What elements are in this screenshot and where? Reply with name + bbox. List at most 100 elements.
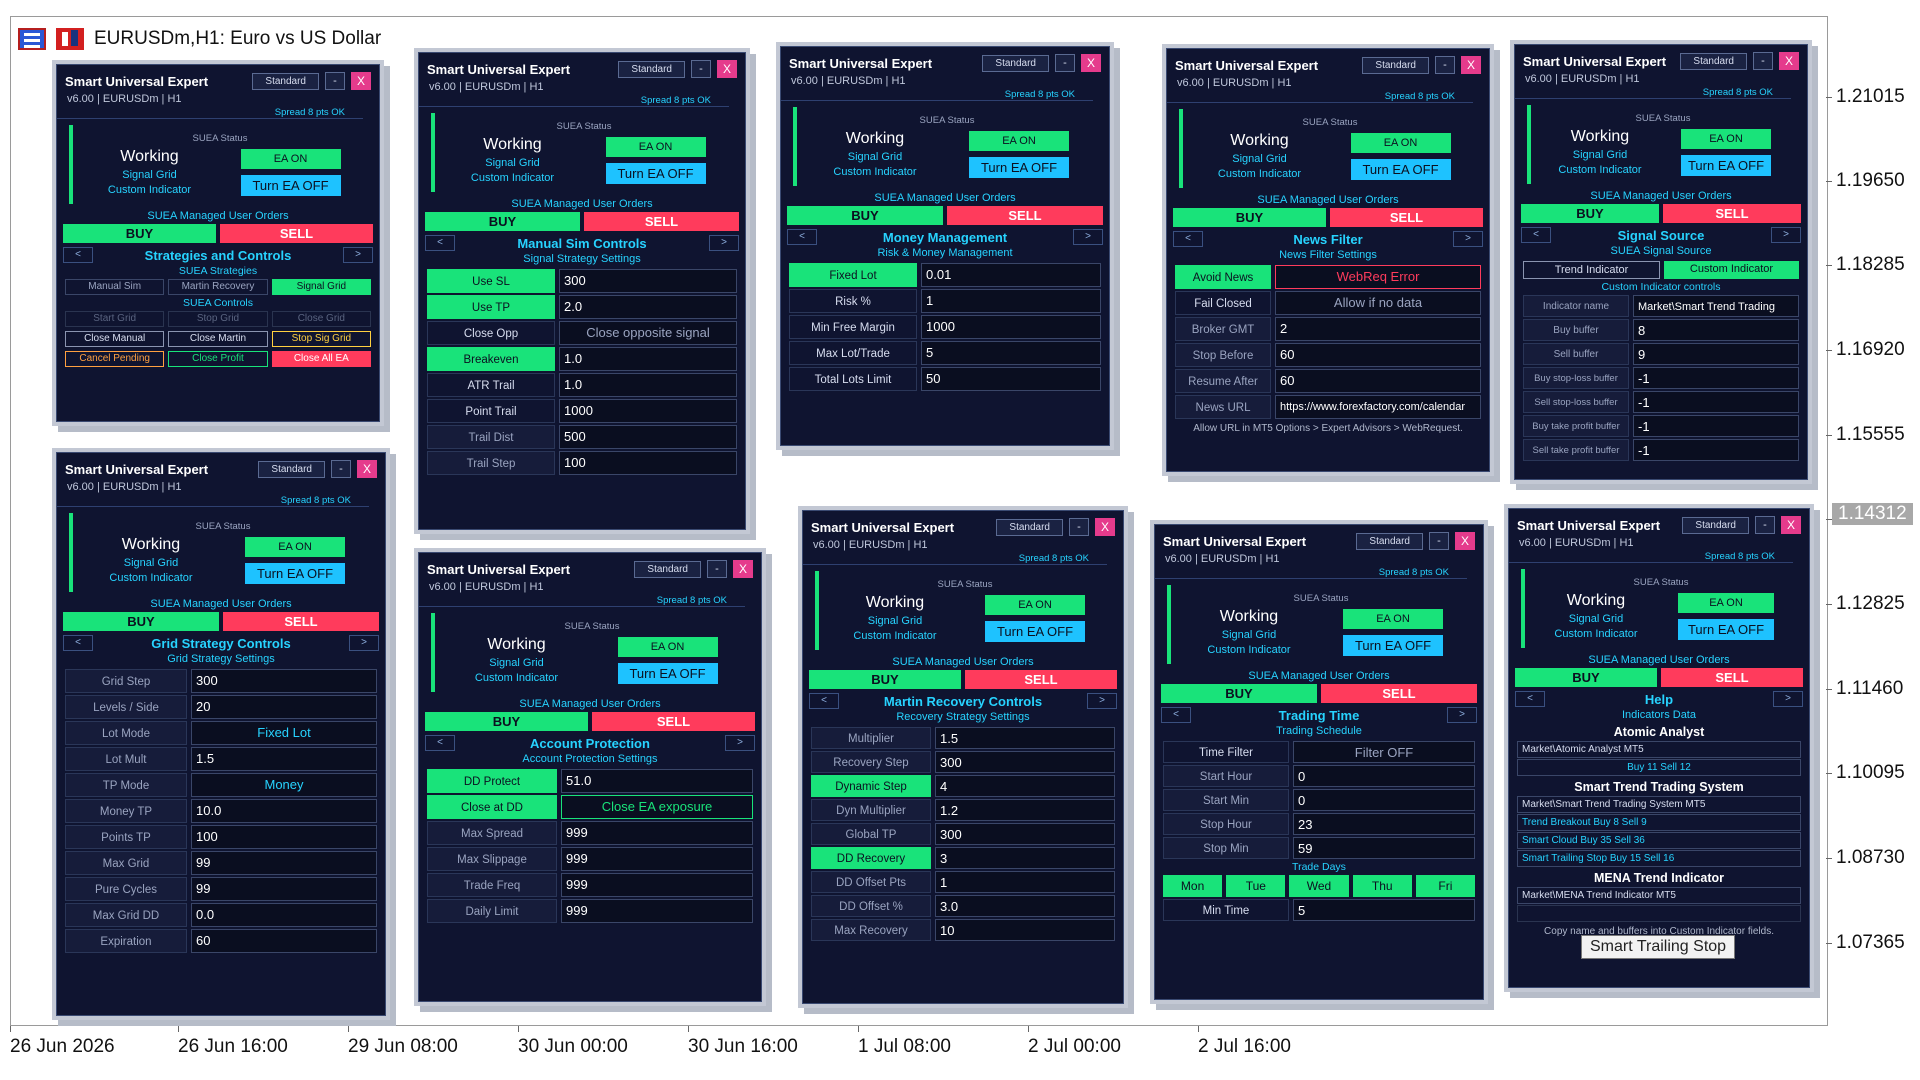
dyn-multiplier-input[interactable]: 1.2 [935,799,1115,821]
sell-button[interactable]: SELL [223,612,379,631]
close-button[interactable]: X [1095,518,1115,536]
minimize-button[interactable]: - [331,460,351,478]
day-tue-toggle[interactable]: Tue [1226,875,1286,897]
minimize-button[interactable]: - [1435,56,1455,74]
buy-button[interactable]: BUY [425,212,580,231]
minimize-button[interactable]: - [707,560,727,578]
sell-button[interactable]: SELL [220,224,373,243]
ea-on-button[interactable]: EA ON [969,130,1069,151]
next-page-button[interactable]: > [709,235,739,251]
ea-on-button[interactable]: EA ON [240,148,341,169]
prev-page-button[interactable]: < [787,229,817,245]
time-filter-toggle[interactable]: Time Filter [1163,741,1289,763]
turn-ea-off-button[interactable]: Turn EA OFF [1678,618,1774,640]
daily-limit-input[interactable]: 999 [561,899,753,923]
buy-tp-buffer-input[interactable]: -1 [1633,415,1799,437]
minimize-button[interactable]: - [1429,532,1449,550]
points-tp-input[interactable]: 100 [191,825,377,849]
turn-ea-off-button[interactable]: Turn EA OFF [985,620,1085,642]
levels-side-input[interactable]: 20 [191,695,377,719]
trail-dist-input[interactable]: 500 [559,425,737,449]
total-lots-limit-toggle[interactable]: Total Lots Limit [789,367,917,391]
next-page-button[interactable]: > [1087,693,1117,709]
close-button[interactable]: X [351,72,371,90]
min-time-toggle[interactable]: Min Time [1163,899,1289,921]
dd-protect-toggle[interactable]: DD Protect [427,769,557,793]
strategy-martin-recovery[interactable]: Martin Recovery [168,279,268,295]
close-opp-toggle[interactable]: Close Opp [427,321,555,345]
lot-mult-input[interactable]: 1.5 [191,747,377,771]
close-all-ea-button[interactable]: Close All EA [271,351,371,367]
chart-menu-icon[interactable] [18,28,46,50]
next-page-button[interactable]: > [1771,227,1801,243]
min-free-margin-input[interactable]: 1000 [921,315,1101,339]
minimize-button[interactable]: - [1753,52,1773,70]
prev-page-button[interactable]: < [1161,707,1191,723]
max-recovery-input[interactable]: 10 [935,919,1115,941]
mode-dropdown[interactable]: Standard [258,460,325,478]
recovery-step-input[interactable]: 300 [935,751,1115,773]
next-page-button[interactable]: > [1447,707,1477,723]
fail-closed-toggle[interactable]: Fail Closed [1175,291,1271,315]
mode-dropdown[interactable]: Standard [634,560,701,578]
close-button[interactable]: X [717,60,737,78]
stop-hour-input[interactable]: 23 [1293,813,1475,835]
stop-before-input[interactable]: 60 [1275,343,1481,367]
buy-button[interactable]: BUY [1173,208,1326,227]
max-lot-trade-input[interactable]: 5 [921,341,1101,365]
min-time-input[interactable]: 5 [1293,899,1475,921]
turn-ea-off-button[interactable]: Turn EA OFF [1343,634,1443,656]
ea-on-button[interactable]: EA ON [605,136,706,157]
risk-percent-input[interactable]: 1 [921,289,1101,313]
tp-mode-select[interactable]: Money [191,773,377,797]
trade-freq-input[interactable]: 999 [561,873,753,897]
avoid-news-toggle[interactable]: Avoid News [1175,265,1271,289]
buy-sl-buffer-input[interactable]: -1 [1633,367,1799,389]
sell-button[interactable]: SELL [584,212,739,231]
turn-ea-off-button[interactable]: Turn EA OFF [1681,154,1771,176]
mode-dropdown[interactable]: Standard [1362,56,1429,74]
ea-panel-money-management[interactable]: Smart Universal Expert Standard - X v6.00 |… [780,46,1110,446]
sell-button[interactable]: SELL [1321,684,1477,703]
min-free-margin-toggle[interactable]: Min Free Margin [789,315,917,339]
max-lot-trade-toggle[interactable]: Max Lot/Trade [789,341,917,365]
next-page-button[interactable]: > [349,635,379,651]
minimize-button[interactable]: - [691,60,711,78]
buy-button[interactable]: BUY [425,712,588,731]
breakeven-toggle[interactable]: Breakeven [427,347,555,371]
sell-button[interactable]: SELL [1663,204,1801,223]
close-button[interactable]: X [357,460,377,478]
mode-dropdown[interactable]: Standard [996,518,1063,536]
next-page-button[interactable]: > [1073,229,1103,245]
ea-on-button[interactable]: EA ON [1678,592,1774,613]
minimize-button[interactable]: - [325,72,345,90]
sell-button[interactable]: SELL [965,670,1117,689]
risk-percent-toggle[interactable]: Risk % [789,289,917,313]
ea-panel-manual-sim[interactable]: Smart Universal Expert Standard - X v6.00 |… [418,52,746,530]
resume-after-input[interactable]: 60 [1275,369,1481,393]
filter-off-status[interactable]: Filter OFF [1293,741,1475,763]
ea-panel-martin-recovery[interactable]: Smart Universal Expert Standard - X v6.00 |… [802,510,1124,1004]
turn-ea-off-button[interactable]: Turn EA OFF [969,156,1069,178]
turn-ea-off-button[interactable]: Turn EA OFF [605,162,706,184]
ea-panel-signal-source[interactable]: Smart Universal Expert Standard - X v6.00 |… [1514,44,1808,480]
atr-trail-input[interactable]: 1.0 [559,373,737,397]
expiration-input[interactable]: 60 [191,929,377,953]
next-page-button[interactable]: > [343,247,373,263]
ea-on-button[interactable]: EA ON [1343,608,1443,629]
buy-button[interactable]: BUY [1161,684,1317,703]
start-hour-input[interactable]: 0 [1293,765,1475,787]
ea-on-button[interactable]: EA ON [1350,132,1451,153]
close-button[interactable]: X [1779,52,1799,70]
use-tp-toggle[interactable]: Use TP [427,295,555,319]
mode-dropdown[interactable]: Standard [982,54,1049,72]
atr-trail-toggle[interactable]: ATR Trail [427,373,555,397]
point-trail-input[interactable]: 1000 [559,399,737,423]
ea-panel-account-protection[interactable]: Smart Universal Expert Standard - X v6.00 |… [418,552,762,1002]
buy-buffer-input[interactable]: 8 [1633,319,1799,341]
buy-button[interactable]: BUY [63,224,216,243]
news-url-input[interactable]: https://www.forexfactory.com/calendar [1275,395,1481,419]
multiplier-input[interactable]: 1.5 [935,727,1115,749]
mode-dropdown[interactable]: Standard [252,72,319,90]
close-button[interactable]: X [1081,54,1101,72]
